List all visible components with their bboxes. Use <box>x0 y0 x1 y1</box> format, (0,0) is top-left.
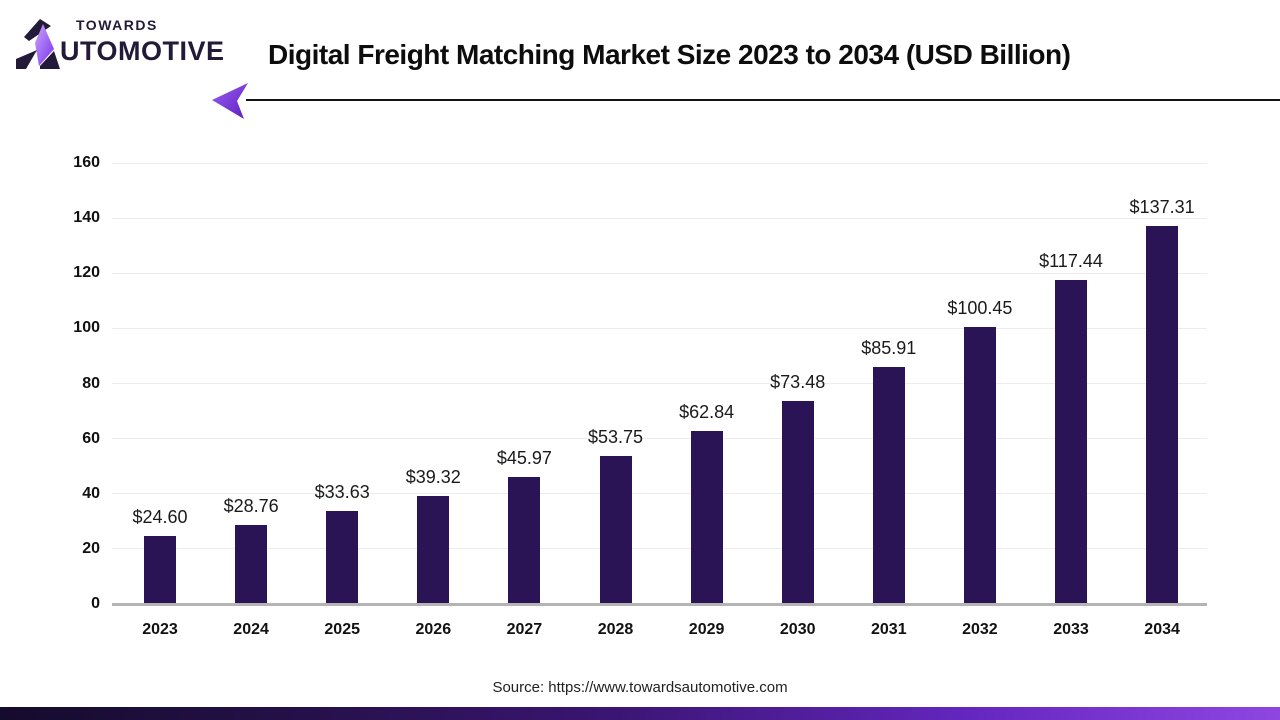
gridline-160 <box>112 162 1207 164</box>
title-divider-line <box>246 99 1280 101</box>
y-axis-label-80: 80 <box>82 374 100 392</box>
x-axis-label-2025: 2025 <box>324 621 360 638</box>
bar-value-2025: $33.63 <box>314 482 370 503</box>
bar-2024 <box>235 524 268 603</box>
x-axis-label-2032: 2032 <box>962 621 998 638</box>
gridline-140 <box>112 217 1207 219</box>
gridline-20 <box>112 548 1207 550</box>
left-arrow-icon <box>212 83 248 119</box>
x-axis-label-2030: 2030 <box>779 621 816 638</box>
brand-text: TOWARDS UTOMOTIVE <box>60 16 225 66</box>
y-axis-label-100: 100 <box>73 319 100 337</box>
y-axis-label-60: 60 <box>82 429 100 447</box>
footer-gradient-bar <box>0 707 1280 720</box>
x-axis-line <box>112 603 1207 606</box>
y-axis-label-0: 0 <box>91 595 100 612</box>
y-axis-label-120: 120 <box>73 264 100 282</box>
bar-value-2033: $117.44 <box>1039 251 1103 272</box>
bar-2029 <box>690 430 723 603</box>
bar-2026 <box>417 495 450 603</box>
bar-value-2032: $100.45 <box>947 298 1013 319</box>
towards-automotive-logo: TOWARDS UTOMOTIVE <box>16 14 246 76</box>
bar-2032 <box>963 327 996 603</box>
x-axis-label-2031: 2031 <box>871 621 907 638</box>
bar-value-2023: $24.60 <box>132 507 188 528</box>
x-axis-label-2028: 2028 <box>597 621 634 638</box>
source-text: Source: https://www.towardsautomotive.co… <box>492 679 788 696</box>
bar-2027 <box>508 477 541 603</box>
bar-2023 <box>144 536 176 603</box>
bar-value-2027: $45.97 <box>496 448 552 469</box>
gridline-40 <box>112 493 1207 495</box>
y-axis-label-40: 40 <box>82 484 100 502</box>
bar-2034 <box>1146 225 1179 603</box>
chart-title: Digital Freight Matching Market Size 202… <box>268 39 1071 70</box>
x-axis-label-2034: 2034 <box>1144 621 1180 638</box>
bar-value-2031: $85.91 <box>861 338 917 359</box>
bar-value-2026: $39.32 <box>405 466 461 487</box>
y-axis-label-160: 160 <box>73 154 100 171</box>
x-axis-label-2033: 2033 <box>1053 621 1089 638</box>
bar-value-2024: $28.76 <box>223 495 279 516</box>
bar-value-2030: $73.48 <box>770 372 826 393</box>
gridline-60 <box>112 438 1207 440</box>
x-axis-label-2026: 2026 <box>415 621 452 638</box>
gridline-80 <box>112 383 1207 384</box>
x-axis-label-2029: 2029 <box>688 621 725 638</box>
x-axis-label-2024: 2024 <box>233 621 269 638</box>
bar-value-2034: $137.31 <box>1129 196 1195 217</box>
bar-2031 <box>872 367 905 603</box>
bar-2033 <box>1055 280 1087 603</box>
towards-automotive-logo-icon <box>16 19 60 69</box>
bar-2025 <box>326 511 359 603</box>
bar-2030 <box>781 401 814 603</box>
brand-line1: TOWARDS <box>76 17 158 33</box>
y-axis-label-140: 140 <box>73 209 100 227</box>
bar-2028 <box>599 455 632 603</box>
x-axis-label-2027: 2027 <box>506 621 543 638</box>
x-axis-label-2023: 2023 <box>142 621 178 638</box>
y-axis-label-20: 20 <box>82 539 100 557</box>
bar-value-2028: $53.75 <box>587 426 644 447</box>
bar-value-2029: $62.84 <box>679 401 735 422</box>
brand-line2: UTOMOTIVE <box>60 36 225 66</box>
gridline-120 <box>112 272 1207 274</box>
gridline-100 <box>112 327 1207 329</box>
